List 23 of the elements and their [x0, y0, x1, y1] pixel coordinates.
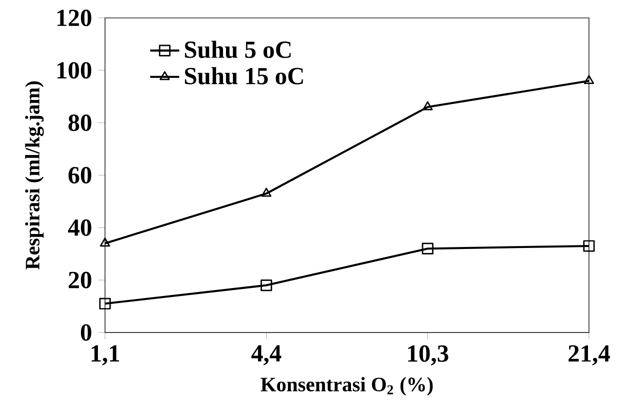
legend-label: Suhu 15 oC — [184, 67, 303, 85]
x-tick-label: 10,3 — [408, 345, 448, 366]
point — [100, 238, 110, 247]
y-tick-label: 60 — [68, 167, 92, 184]
legend-label: Suhu 5 oC — [184, 40, 291, 58]
y-tick-label: 120 — [57, 10, 92, 26]
point — [584, 75, 594, 84]
point — [261, 188, 272, 197]
x-tick-label: 21,4 — [568, 345, 610, 366]
point — [260, 280, 272, 292]
point — [422, 101, 433, 110]
x-axis-title: Konsentrasi O$_{2}$ (%) — [260, 377, 433, 396]
y-tick-label: 40 — [68, 219, 92, 236]
y-axis-title: Respirasi (ml/kg.jam) — [25, 82, 44, 270]
y-tick-label: 80 — [68, 114, 92, 132]
y-tick-label: 100 — [57, 62, 92, 79]
point — [99, 298, 111, 310]
point — [422, 242, 434, 255]
point — [583, 240, 595, 252]
y-tick-label: 0 — [80, 324, 92, 341]
x-tick-label: 4,4 — [251, 345, 282, 366]
y-tick-label: 20 — [68, 272, 92, 288]
x-tick-label: 1,1 — [92, 345, 120, 366]
